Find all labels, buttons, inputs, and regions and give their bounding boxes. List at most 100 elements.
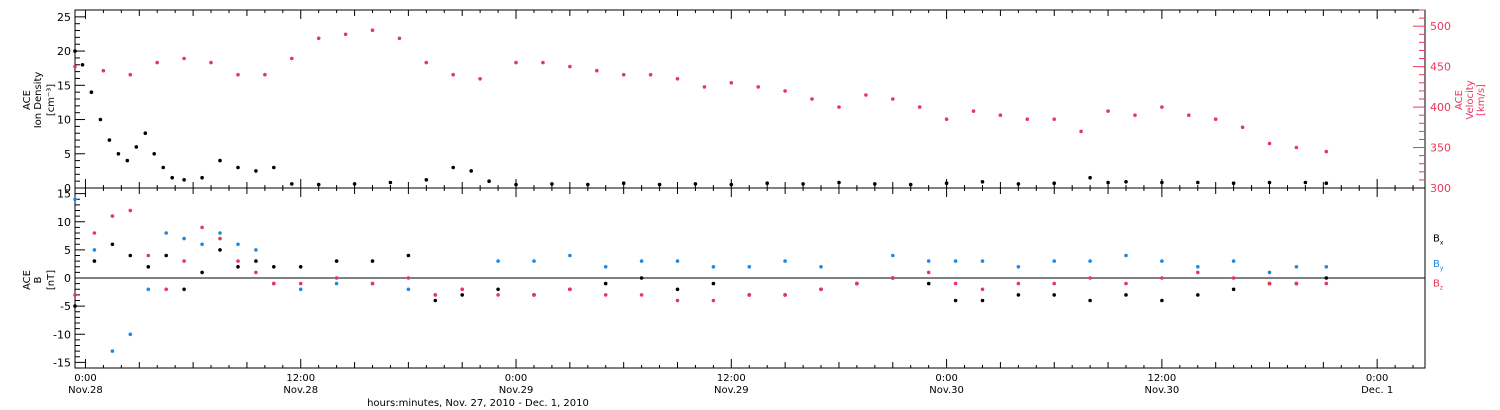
bx-point [406, 253, 411, 258]
bz-point [460, 287, 465, 292]
bx-point [164, 253, 168, 258]
velocity-point [370, 28, 375, 32]
density-tick-label: 25 [57, 11, 71, 24]
bz-point [200, 225, 204, 230]
bz-point [164, 287, 168, 292]
b-tick-label: -5 [60, 300, 71, 313]
bx-point [146, 265, 151, 269]
bz-point [218, 236, 222, 241]
by-point [532, 259, 536, 263]
bx-point [639, 276, 644, 280]
density-point [107, 138, 112, 142]
x-tick-label-time: 0:00 [1366, 373, 1388, 384]
bz-point [747, 293, 752, 297]
bz-point [1294, 281, 1299, 286]
bz-point [603, 293, 608, 297]
by-point [254, 248, 258, 252]
by-point [1294, 265, 1299, 269]
density-point [657, 182, 662, 187]
by-point [218, 231, 222, 235]
bx-point [980, 298, 985, 303]
velocity-ylabel-quantity: Velocity [1465, 80, 1476, 119]
velocity-point [263, 72, 267, 77]
bx-point [711, 281, 716, 286]
x-tick-label-date: Nov.28 [283, 385, 318, 396]
density-tick-label: 20 [57, 45, 71, 58]
velocity-tick-label: 500 [1430, 20, 1451, 33]
bz-point [254, 270, 258, 275]
top-panel: 0 5 10 15 20 25 300 350 400 450 500 ACE Ion Densi… [22, 9, 1487, 195]
density-point [200, 175, 204, 180]
bz-point [819, 287, 823, 292]
bz-point [73, 293, 77, 297]
by-point [926, 259, 931, 263]
velocity-point [621, 72, 626, 77]
by-point [110, 349, 115, 353]
bx-point [1088, 298, 1092, 303]
bz-point [496, 293, 500, 297]
bz-point [953, 281, 958, 286]
bx-point [218, 248, 222, 252]
velocity-point [397, 36, 402, 41]
velocity-ylabel-instrument: ACE [1454, 90, 1465, 110]
by-point [980, 259, 985, 263]
by-point [1231, 259, 1236, 263]
bz-point [1160, 276, 1164, 280]
bx-point [1160, 298, 1164, 303]
bx-point [1231, 287, 1236, 292]
density-point [152, 152, 156, 156]
by-point [200, 242, 204, 247]
bz-point [926, 270, 931, 275]
velocity-point [101, 68, 106, 73]
bz-point [236, 259, 240, 263]
velocity-point [209, 60, 213, 65]
density-point [170, 175, 174, 180]
velocity-point [182, 56, 186, 61]
bottom-marks [73, 197, 1329, 353]
bottom-panel: -15 -10 -5 0 5 10 15 ACE B [nT] Bx By Bz [22, 187, 1444, 369]
by-point [603, 265, 608, 269]
x-tick-label-date: Nov.30 [929, 385, 964, 396]
velocity-tick-label: 350 [1430, 142, 1451, 155]
density-point [116, 152, 121, 156]
velocity-point [1079, 129, 1083, 134]
density-point [89, 90, 94, 94]
legend-bx: Bx [1433, 233, 1444, 246]
velocity-point [864, 93, 868, 97]
bz-point [1052, 281, 1056, 286]
velocity-point [290, 56, 294, 61]
bz-point [406, 276, 411, 280]
density-point [487, 179, 491, 183]
time-x-axis: 0:00Nov.2812:00Nov.280:00Nov.2912:00Nov.… [68, 10, 1414, 396]
velocity-point [541, 60, 545, 65]
velocity-point [316, 36, 321, 41]
density-tick-label: 0 [64, 182, 71, 195]
velocity-point [1240, 125, 1245, 130]
density-point [469, 169, 474, 173]
velocity-point [998, 113, 1003, 117]
b-tick-label: 0 [64, 272, 71, 285]
b-ylabel-unit: [nT] [46, 270, 57, 290]
bx-point [236, 265, 240, 269]
bx-point [603, 281, 608, 286]
density-tick-label: 5 [64, 148, 71, 161]
x-tick-label-date: Nov.30 [1145, 385, 1180, 396]
bx-point [460, 293, 465, 297]
bz-point [298, 281, 303, 286]
density-point [73, 49, 77, 53]
velocity-tick-label: 300 [1430, 182, 1451, 195]
bz-point [1324, 281, 1329, 286]
bz-point [639, 293, 644, 297]
series-velocity [73, 28, 1329, 154]
by-point [164, 231, 168, 235]
by-point [1196, 265, 1200, 269]
velocity-point [451, 72, 456, 77]
velocity-point [478, 77, 482, 81]
bz-point [1124, 281, 1128, 286]
legend-bx-sub: x [1440, 239, 1444, 246]
x-tick-label-date: Nov.29 [499, 385, 534, 396]
velocity-point [1133, 113, 1137, 117]
bz-point [891, 276, 895, 280]
b-tick-label: 10 [57, 216, 71, 229]
